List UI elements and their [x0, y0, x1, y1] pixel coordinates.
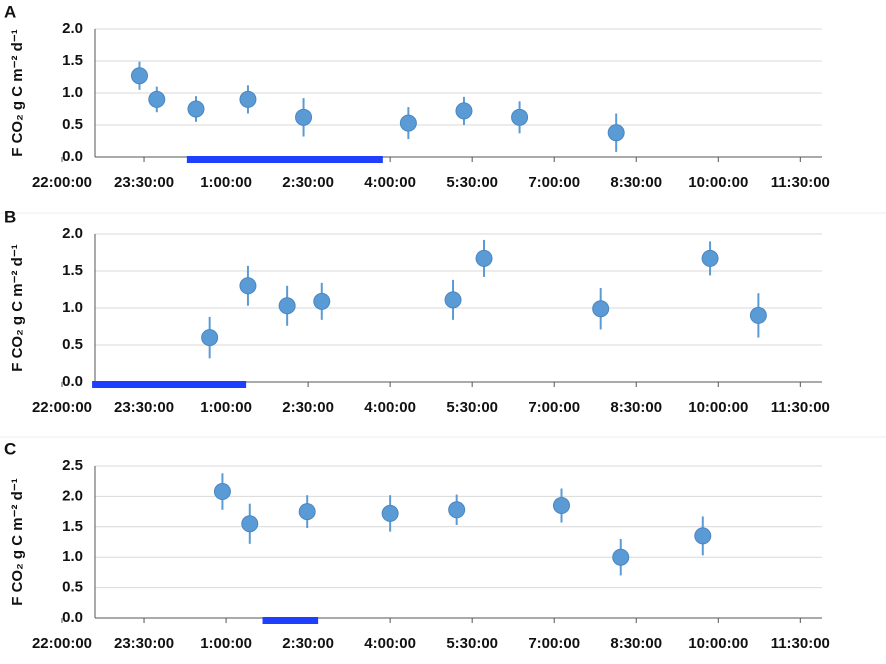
x-tick-label: 1:00:00 [200, 174, 252, 191]
y-tick-label: 1.0 [62, 84, 83, 101]
data-point [455, 102, 473, 120]
x-tick-label: 8:30:00 [610, 174, 662, 191]
y-tick-label: 0.0 [62, 148, 83, 165]
panel-label: C [4, 439, 16, 458]
data-point [201, 329, 219, 347]
x-tick-label: 22:00:00 [32, 635, 92, 652]
x-tick-label: 11:30:00 [771, 635, 830, 652]
data-point [448, 501, 466, 519]
x-tick-label: 7:00:00 [528, 635, 580, 652]
data-point [241, 515, 259, 533]
data-point [278, 297, 296, 315]
x-tick-label: 22:00:00 [32, 399, 92, 416]
x-tick-label: 7:00:00 [528, 399, 580, 416]
data-point [239, 90, 257, 108]
y-tick-label: 1.5 [62, 52, 83, 69]
dark-period-bar [186, 156, 383, 163]
y-tick-label: 1.5 [62, 262, 83, 279]
dark-period-bar [262, 617, 319, 624]
data-point [511, 108, 529, 126]
y-axis-label: F CO₂ g C m⁻² d⁻¹ [9, 478, 26, 606]
x-tick-label: 5:30:00 [446, 635, 498, 652]
x-tick-label: 4:00:00 [364, 174, 416, 191]
x-tick-label: 2:30:00 [282, 635, 334, 652]
data-point [552, 497, 570, 515]
x-tick-label: 5:30:00 [446, 174, 498, 191]
y-tick-label: 0.5 [62, 579, 83, 596]
data-point [148, 90, 166, 108]
y-tick-label: 0.0 [62, 609, 83, 626]
panel-label: B [4, 207, 16, 226]
x-tick-label: 8:30:00 [610, 635, 662, 652]
x-tick-label: 23:30:00 [114, 635, 174, 652]
data-point [239, 277, 257, 295]
data-point [475, 249, 493, 267]
x-tick-label: 2:30:00 [282, 399, 334, 416]
data-point [607, 124, 625, 142]
data-point [444, 291, 462, 309]
y-axis-label: F CO₂ g C m⁻² d⁻¹ [9, 29, 26, 157]
y-tick-label: 2.0 [62, 487, 83, 504]
y-tick-label: 1.0 [62, 299, 83, 316]
x-tick-label: 23:30:00 [114, 174, 174, 191]
data-point [749, 306, 767, 324]
data-point [298, 503, 316, 521]
data-point [187, 100, 205, 118]
x-tick-label: 22:00:00 [32, 174, 92, 191]
data-point [213, 483, 231, 501]
data-point [313, 292, 331, 310]
x-tick-label: 5:30:00 [446, 399, 498, 416]
y-tick-label: 0.5 [62, 336, 83, 353]
data-point [592, 300, 610, 318]
data-point [694, 527, 712, 545]
y-tick-label: 2.0 [62, 225, 83, 242]
x-tick-label: 10:00:00 [688, 174, 748, 191]
y-axis-label: F CO₂ g C m⁻² d⁻¹ [9, 244, 26, 372]
data-point [295, 108, 313, 126]
x-tick-label: 4:00:00 [364, 635, 416, 652]
y-tick-label: 1.0 [62, 548, 83, 565]
x-tick-label: 11:30:00 [771, 399, 830, 416]
data-point [381, 504, 399, 522]
dark-period-bar [92, 381, 247, 388]
x-tick-label: 7:00:00 [528, 174, 580, 191]
panel-label: A [4, 2, 16, 21]
x-tick-label: 1:00:00 [200, 399, 252, 416]
data-point [399, 114, 417, 132]
y-tick-label: 0.5 [62, 116, 83, 133]
x-tick-label: 10:00:00 [688, 399, 748, 416]
y-tick-label: 2.5 [62, 457, 83, 474]
x-tick-label: 4:00:00 [364, 399, 416, 416]
y-tick-label: 1.5 [62, 518, 83, 535]
x-tick-label: 10:00:00 [688, 635, 748, 652]
x-tick-label: 23:30:00 [114, 399, 174, 416]
x-tick-label: 8:30:00 [610, 399, 662, 416]
data-point [701, 249, 719, 267]
x-tick-label: 11:30:00 [771, 174, 830, 191]
x-tick-label: 2:30:00 [282, 174, 334, 191]
y-tick-label: 2.0 [62, 20, 83, 37]
x-tick-label: 1:00:00 [200, 635, 252, 652]
y-tick-label: 0.0 [62, 373, 83, 390]
data-point [612, 548, 630, 566]
data-point [130, 67, 148, 85]
